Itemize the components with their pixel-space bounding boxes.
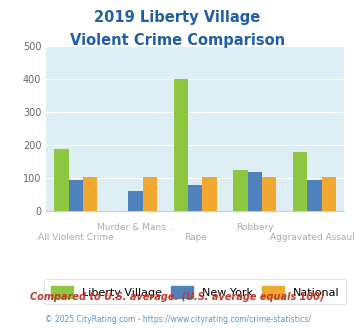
Text: Aggravated Assault: Aggravated Assault: [270, 233, 355, 242]
Text: All Violent Crime: All Violent Crime: [38, 233, 114, 242]
Bar: [307, 180, 322, 211]
Bar: [202, 177, 217, 211]
Bar: [293, 152, 307, 211]
Bar: [55, 148, 69, 211]
Text: Rape: Rape: [184, 233, 207, 242]
Bar: [234, 170, 248, 211]
Text: Murder & Mans...: Murder & Mans...: [97, 223, 174, 232]
Legend: Liberty Village, New York, National: Liberty Village, New York, National: [44, 280, 346, 304]
Bar: [262, 177, 276, 211]
Bar: [143, 177, 157, 211]
Text: Compared to U.S. average. (U.S. average equals 100): Compared to U.S. average. (U.S. average …: [30, 292, 325, 302]
Bar: [69, 180, 83, 211]
Bar: [248, 172, 262, 211]
Text: Robbery: Robbery: [236, 223, 274, 232]
Bar: [129, 191, 143, 211]
Bar: [188, 185, 202, 211]
Bar: [322, 177, 336, 211]
Text: © 2025 CityRating.com - https://www.cityrating.com/crime-statistics/: © 2025 CityRating.com - https://www.city…: [45, 315, 310, 324]
Bar: [174, 79, 188, 211]
Text: 2019 Liberty Village: 2019 Liberty Village: [94, 10, 261, 25]
Text: Violent Crime Comparison: Violent Crime Comparison: [70, 33, 285, 48]
Bar: [83, 177, 97, 211]
